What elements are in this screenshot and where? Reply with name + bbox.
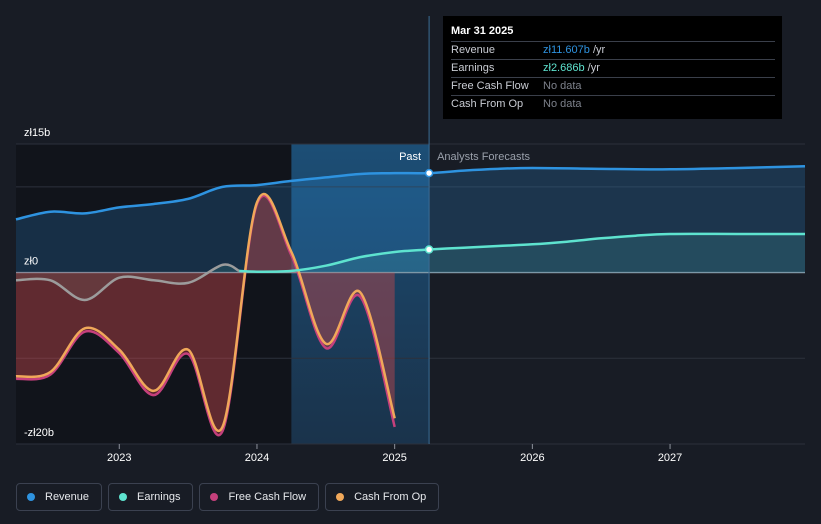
tooltip-date: Mar 31 2025 [451, 25, 514, 37]
tooltip-value-text: zł11.607b [543, 44, 590, 56]
tooltip-label: Cash From Op [451, 98, 524, 110]
tooltip-row-revenue: Revenue zł11.607b /yr [451, 41, 775, 59]
area-fills [16, 166, 805, 436]
cash-from-op-area [16, 193, 395, 431]
x-tick-label: 2023 [107, 452, 131, 464]
financials-chart: Past Analysts Forecasts zł15b zł0 -zł20b 2… [15, 16, 806, 464]
past-label: Past [399, 151, 421, 163]
legend-item-revenue[interactable]: Revenue [16, 483, 103, 511]
x-tick-label: 2027 [658, 452, 682, 464]
x-tick-label: 2025 [382, 452, 406, 464]
earnings-dot-icon [119, 493, 128, 501]
tooltip-row-free-cash-flow: Free Cash Flow No data [451, 77, 775, 95]
legend-label: Cash From Op [354, 491, 427, 503]
tooltip-value-text: No data [543, 98, 582, 110]
earnings-line [239, 232, 805, 273]
tooltip-label: Free Cash Flow [451, 80, 529, 92]
revenue-marker [424, 168, 434, 178]
free-cash-flow-dot-icon [210, 493, 219, 501]
tooltip-value-text: No data [543, 80, 582, 92]
free-cash-flow-area [16, 195, 395, 436]
revenue-line [15, 165, 806, 221]
x-tick-label: 2026 [520, 452, 544, 464]
tooltip-markers [424, 168, 434, 254]
tooltip-unit: /yr [587, 62, 600, 74]
revenue-dot-icon [27, 493, 35, 501]
y-axis-ticks: zł15b zł0 -zł20b [24, 127, 54, 439]
cash-from-op-dot-icon [336, 493, 345, 501]
cash-from-op-line [15, 192, 396, 432]
tooltip-value: zł2.686b /yr [543, 60, 600, 77]
forecast-label: Analysts Forecasts [437, 151, 530, 163]
tooltip-row-earnings: Earnings zł2.686b /yr [451, 59, 775, 77]
tooltip-value: zł11.607b /yr [543, 42, 605, 59]
tooltip-label: Earnings [451, 62, 495, 74]
x-axis-ticks: 2023 2024 2025 2026 2027 [107, 444, 682, 464]
revenue-area [16, 166, 805, 273]
tooltip-row-cash-from-op: Cash From Op No data [451, 95, 775, 113]
tooltip-label: Revenue [451, 44, 496, 56]
grid-lines [16, 143, 805, 445]
earnings-area [16, 233, 805, 301]
y-tick-label: -zł20b [24, 427, 54, 439]
y-tick-label: zł0 [24, 256, 38, 268]
chart-legend: Revenue Earnings Free Cash Flow Cash Fro… [16, 483, 440, 511]
tooltip-value: No data [543, 96, 582, 113]
tooltip-value-text: zł2.686b [543, 62, 585, 74]
y-tick-label: zł15b [24, 127, 50, 139]
series-lines [15, 165, 806, 437]
earnings-marker [424, 245, 434, 254]
legend-item-cash-from-op[interactable]: Cash From Op [325, 483, 440, 511]
legend-label: Free Cash Flow [228, 491, 307, 503]
legend-label: Earnings [137, 491, 181, 503]
tooltip-unit: /yr [592, 44, 606, 56]
tooltip-panel: Mar 31 2025 Revenue zł11.607b /yr Earnin… [443, 16, 782, 119]
legend-label: Revenue [45, 491, 90, 503]
earnings-line-negative [15, 263, 240, 302]
legend-item-free-cash-flow[interactable]: Free Cash Flow [199, 483, 320, 511]
legend-item-earnings[interactable]: Earnings [108, 483, 194, 511]
x-tick-label: 2024 [245, 452, 269, 464]
tooltip-value: No data [543, 78, 582, 95]
